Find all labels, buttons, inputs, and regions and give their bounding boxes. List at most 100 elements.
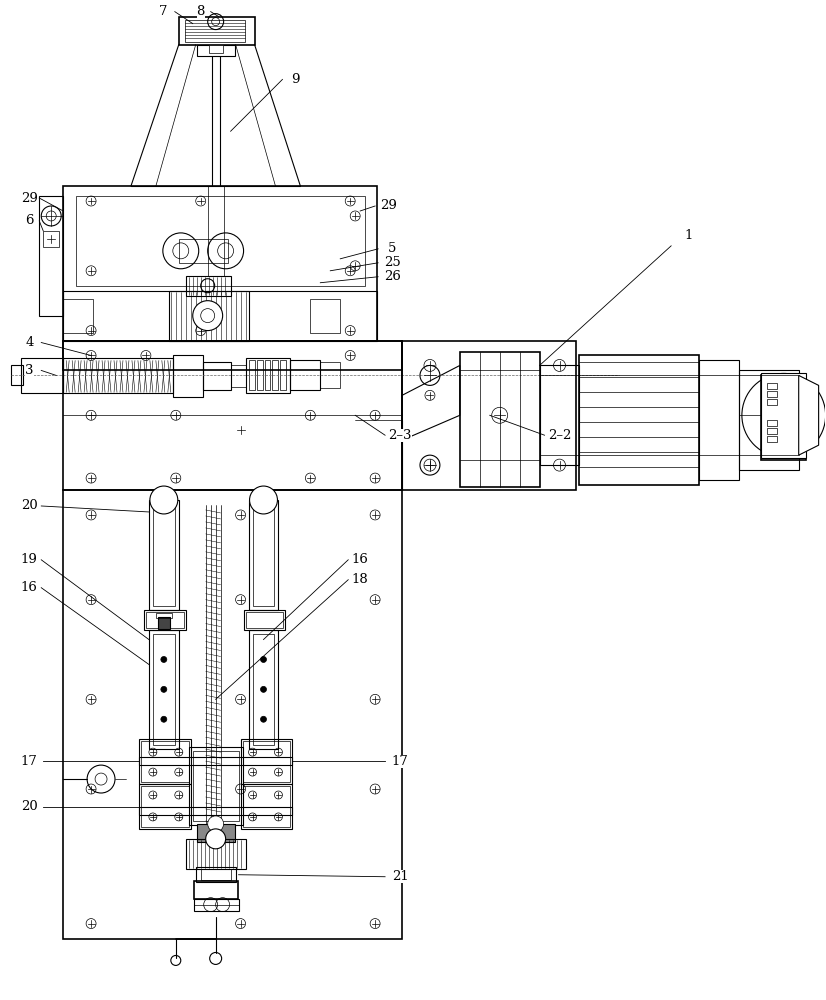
- Bar: [264, 360, 270, 390]
- Bar: [253, 504, 274, 606]
- Bar: [273, 360, 278, 390]
- Circle shape: [150, 486, 178, 514]
- Bar: [156, 613, 172, 618]
- Text: 7: 7: [159, 5, 167, 18]
- Bar: [40, 196, 63, 316]
- Bar: [209, 45, 223, 53]
- Bar: [579, 355, 699, 485]
- Bar: [249, 360, 254, 390]
- Bar: [194, 881, 238, 899]
- Bar: [141, 786, 189, 827]
- Bar: [402, 341, 577, 490]
- Bar: [245, 358, 291, 393]
- Bar: [243, 786, 291, 827]
- Text: 3: 3: [25, 364, 34, 377]
- Text: 17: 17: [392, 755, 409, 768]
- Text: 9: 9: [291, 73, 300, 86]
- Text: 18: 18: [352, 573, 368, 586]
- Bar: [139, 784, 191, 829]
- Bar: [761, 375, 805, 460]
- Bar: [76, 196, 365, 286]
- Bar: [767, 391, 776, 397]
- Text: 2–3: 2–3: [388, 429, 412, 442]
- Bar: [12, 365, 23, 385]
- Bar: [153, 634, 175, 745]
- Bar: [281, 360, 287, 390]
- Bar: [192, 751, 239, 821]
- Bar: [767, 436, 776, 442]
- Bar: [240, 784, 292, 829]
- Bar: [253, 634, 274, 745]
- Circle shape: [260, 716, 267, 722]
- Text: 16: 16: [21, 581, 38, 594]
- Bar: [139, 739, 191, 784]
- Bar: [320, 362, 340, 388]
- Bar: [43, 231, 59, 247]
- Circle shape: [249, 486, 278, 514]
- Text: 4: 4: [25, 336, 34, 349]
- Bar: [257, 360, 263, 390]
- Bar: [767, 382, 779, 412]
- Circle shape: [192, 301, 223, 331]
- Bar: [202, 362, 230, 390]
- Bar: [139, 757, 292, 765]
- Text: 21: 21: [392, 870, 408, 883]
- Bar: [767, 399, 776, 405]
- Bar: [196, 867, 235, 882]
- Circle shape: [161, 656, 167, 662]
- Bar: [767, 420, 779, 450]
- Text: 5: 5: [388, 242, 396, 255]
- Bar: [249, 630, 278, 749]
- Text: 16: 16: [352, 553, 368, 566]
- Bar: [761, 373, 805, 458]
- Polygon shape: [194, 899, 239, 911]
- Circle shape: [742, 373, 826, 457]
- Text: 20: 20: [21, 499, 38, 512]
- Bar: [141, 741, 189, 782]
- Bar: [153, 504, 175, 606]
- Circle shape: [260, 686, 267, 692]
- Circle shape: [207, 816, 224, 832]
- Circle shape: [260, 656, 267, 662]
- Bar: [197, 45, 235, 56]
- Bar: [699, 360, 739, 480]
- Bar: [189, 747, 243, 825]
- Bar: [186, 839, 245, 869]
- Bar: [767, 383, 776, 389]
- Bar: [63, 341, 402, 370]
- Bar: [460, 352, 539, 487]
- Text: 6: 6: [25, 214, 34, 227]
- Bar: [139, 807, 292, 815]
- Bar: [146, 612, 183, 628]
- Text: 8: 8: [197, 5, 205, 18]
- Bar: [63, 490, 402, 939]
- Bar: [63, 299, 93, 333]
- Bar: [197, 824, 235, 842]
- Bar: [63, 186, 377, 341]
- Bar: [144, 610, 186, 630]
- Bar: [63, 358, 173, 393]
- Bar: [149, 630, 178, 749]
- Bar: [230, 365, 245, 387]
- Text: 20: 20: [21, 800, 38, 813]
- Bar: [767, 428, 776, 434]
- Bar: [739, 370, 799, 470]
- Text: 2–2: 2–2: [548, 429, 572, 442]
- Bar: [178, 239, 228, 263]
- Circle shape: [161, 716, 167, 722]
- Bar: [207, 186, 224, 276]
- Text: 29: 29: [21, 192, 38, 205]
- Bar: [21, 358, 63, 393]
- Bar: [249, 500, 278, 610]
- Bar: [201, 869, 230, 880]
- Bar: [185, 20, 244, 42]
- Bar: [291, 360, 320, 390]
- Bar: [149, 500, 178, 610]
- Bar: [173, 355, 202, 397]
- Text: 29: 29: [380, 199, 396, 212]
- Text: 1: 1: [685, 229, 693, 242]
- Text: 25: 25: [384, 256, 401, 269]
- Circle shape: [161, 686, 167, 692]
- Bar: [158, 617, 170, 629]
- Bar: [186, 276, 230, 296]
